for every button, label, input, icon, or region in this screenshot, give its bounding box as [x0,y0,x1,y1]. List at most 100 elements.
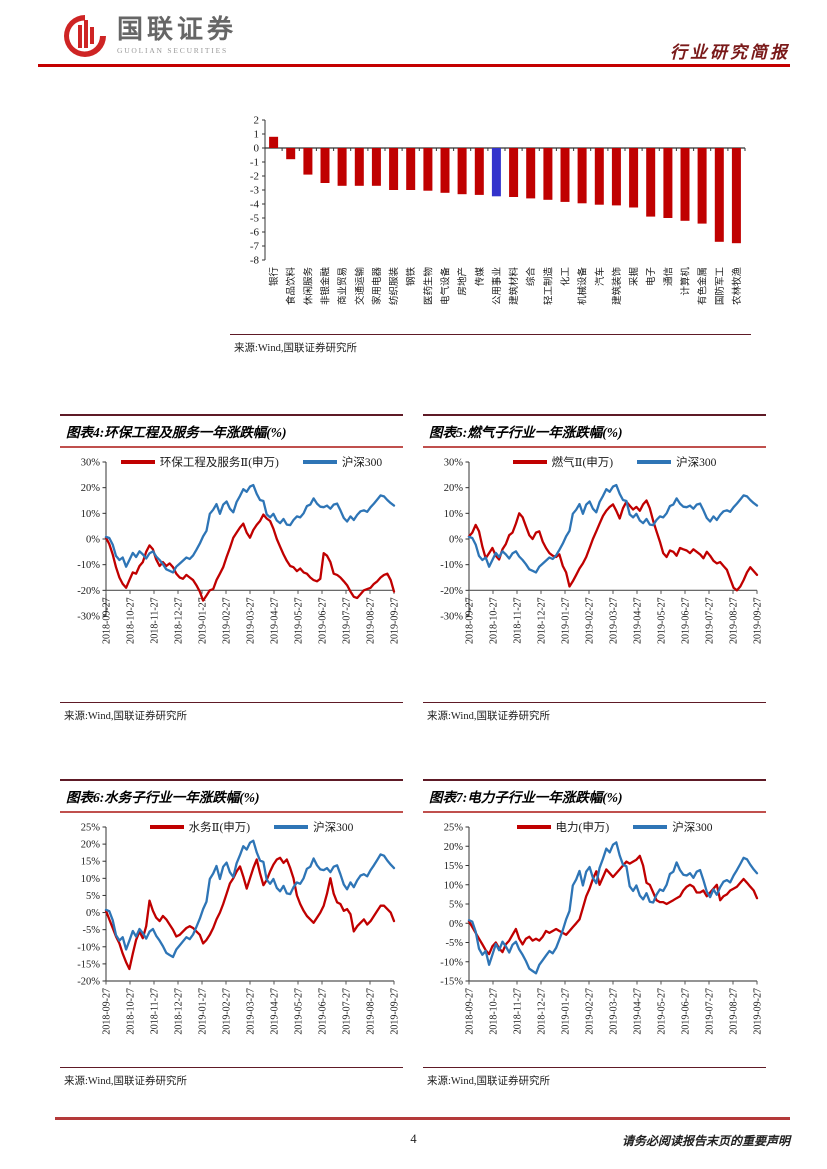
svg-text:15%: 15% [81,857,101,868]
svg-text:非银金融: 非银金融 [320,267,332,306]
svg-text:国防军工: 国防军工 [714,267,726,306]
red-line-swatch [149,825,184,829]
svg-text:-1: -1 [250,157,259,169]
svg-text:0%: 0% [86,908,100,919]
svg-text:5%: 5% [449,900,463,911]
svg-text:15%: 15% [444,861,464,872]
svg-text:-5%: -5% [446,938,464,949]
figure5-panel: 图表5:燃气子行业一年涨跌幅(%) 燃气Ⅱ(申万) 沪深300 -30% -20%… [423,414,766,723]
figure5-source: 来源:Wind,国联证券研究所 [423,702,766,723]
svg-text:2019-02-27: 2019-02-27 [222,597,233,644]
svg-text:2018-12-27: 2018-12-27 [174,988,185,1035]
svg-text:2019-01-27: 2019-01-27 [561,597,572,644]
industry-bar-chart-panel: -8 -7 -6 -5 -4 -3 -2 -1 0 1 2 银行 食品饮料 休闲服务 非银金融 商业贸易 交通运… [227,112,772,329]
figure6-source: 来源:Wind,国联证券研究所 [60,1067,403,1088]
legend-label: 沪深300 [672,822,713,834]
legend-item: 沪深300 [633,819,712,835]
legend-label: 水务Ⅱ(申万) [188,822,251,834]
legend-label: 燃气Ⅱ(申万) [551,457,614,469]
svg-text:2019-01-27: 2019-01-27 [198,597,209,644]
svg-text:家用电器: 家用电器 [371,267,383,306]
svg-text:0: 0 [254,143,260,155]
figure7-line-chart: -15% -10% -5% 0% 5% 10% 15% 20% 25% 2018-09-27 201… [440,823,763,1035]
svg-text:2018-11-27: 2018-11-27 [513,597,524,643]
svg-text:2018-12-27: 2018-12-27 [537,597,548,644]
legend-item: 沪深300 [274,819,353,835]
header-rule [38,64,790,67]
svg-text:2019-04-27: 2019-04-27 [270,988,281,1035]
legend-label: 沪深300 [341,457,383,469]
svg-text:2019-02-27: 2019-02-27 [585,988,596,1035]
svg-text:-2: -2 [250,171,259,183]
svg-text:-8: -8 [250,255,260,267]
svg-text:-10%: -10% [440,957,463,968]
svg-text:2019-01-27: 2019-01-27 [198,988,209,1035]
svg-text:2019-09-27: 2019-09-27 [390,597,401,644]
svg-text:2019-07-27: 2019-07-27 [705,597,716,644]
svg-text:-10%: -10% [77,942,100,953]
svg-text:30%: 30% [444,458,464,469]
svg-text:2018-09-27: 2018-09-27 [465,988,476,1035]
figure6-legend: 水务Ⅱ(申万) 沪深300 [100,819,403,835]
svg-text:化工: 化工 [560,267,572,287]
svg-text:2019-03-27: 2019-03-27 [246,988,257,1035]
svg-text:2018-09-27: 2018-09-27 [465,597,476,644]
svg-text:2019-09-27: 2019-09-27 [753,597,764,644]
svg-text:2018-11-27: 2018-11-27 [150,988,161,1034]
svg-text:-5: -5 [250,213,260,225]
legend-label: 沪深300 [313,822,354,834]
blue-line-swatch [637,460,672,464]
svg-text:10%: 10% [81,874,101,885]
svg-text:-4: -4 [250,199,260,211]
company-logo: 国联证券 GUOLIAN SECURITIES [62,13,237,59]
legend-item: 沪深300 [302,454,383,470]
svg-text:-30%: -30% [440,612,463,623]
figure7-legend: 电力(申万) 沪深300 [463,819,766,835]
svg-text:-10%: -10% [77,560,100,571]
svg-text:农林牧渔: 农林牧渔 [731,267,743,306]
svg-text:5%: 5% [86,891,100,902]
svg-text:2019-05-27: 2019-05-27 [657,988,668,1035]
figure7-title: 图表7:电力子行业一年涨跌幅(%) [423,779,766,813]
svg-text:2019-05-27: 2019-05-27 [294,988,305,1035]
svg-text:2019-08-27: 2019-08-27 [729,597,740,644]
svg-text:医药生物: 医药生物 [422,267,434,306]
figure6-line-chart: -20% -15% -10% -5% 0% 5% 10% 15% 20% 25% 2018-09-2… [77,823,401,1035]
svg-text:2019-04-27: 2019-04-27 [633,597,644,644]
svg-text:钢铁: 钢铁 [405,267,417,287]
svg-text:2019-06-27: 2019-06-27 [318,988,329,1035]
svg-text:-6: -6 [250,227,260,239]
svg-text:-20%: -20% [77,586,100,597]
svg-text:2018-10-27: 2018-10-27 [489,988,500,1035]
figure5-title: 图表5:燃气子行业一年涨跌幅(%) [423,414,766,448]
logo-company-name-en: GUOLIAN SECURITIES [117,46,228,55]
svg-text:20%: 20% [81,483,101,494]
svg-text:电气设备: 电气设备 [440,267,452,306]
svg-text:电子: 电子 [645,267,657,287]
svg-text:2019-03-27: 2019-03-27 [609,988,620,1035]
svg-text:2018-10-27: 2018-10-27 [489,597,500,644]
svg-text:2019-07-27: 2019-07-27 [342,988,353,1035]
svg-text:2019-04-27: 2019-04-27 [633,988,644,1035]
figure7-panel: 图表7:电力子行业一年涨跌幅(%) 电力(申万) 沪深300 -15% -10% -… [423,779,766,1088]
figure4-legend: 环保工程及服务Ⅱ(申万) 沪深300 [100,454,403,470]
svg-text:10%: 10% [81,509,101,520]
legend-label: 电力(申万) [555,822,610,834]
svg-text:-7: -7 [250,241,260,253]
legend-label: 沪深300 [676,457,717,469]
svg-text:2019-09-27: 2019-09-27 [390,988,401,1035]
svg-text:25%: 25% [81,823,101,834]
svg-text:建筑装饰: 建筑装饰 [611,267,623,305]
footer-rule [55,1117,790,1120]
svg-text:计算机: 计算机 [680,267,692,296]
svg-text:2018-11-27: 2018-11-27 [513,988,524,1034]
svg-text:2018-09-27: 2018-09-27 [102,988,113,1035]
figure4-line-chart: -30% -20% -10% 0% 10% 20% 30% 2018-09-27 2018-10… [77,458,401,645]
svg-text:2018-12-27: 2018-12-27 [174,597,185,644]
footer-disclaimer: 请务必阅读报告末页的重要声明 [621,1134,790,1148]
svg-text:2019-07-27: 2019-07-27 [705,988,716,1035]
figure4-title: 图表4:环保工程及服务一年涨跌幅(%) [60,414,403,448]
svg-text:2: 2 [254,115,260,127]
svg-text:有色金属: 有色金属 [697,267,709,305]
red-line-swatch [120,460,155,464]
